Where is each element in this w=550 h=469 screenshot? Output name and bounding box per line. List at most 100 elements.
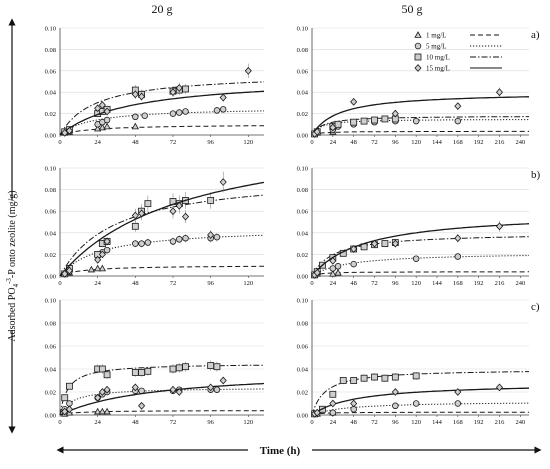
data-point — [371, 116, 378, 124]
y-tick-label: 0.02 — [297, 111, 308, 118]
y-tick-label: 0.10 — [45, 166, 56, 173]
data-point — [182, 234, 189, 242]
x-tick-label: 72 — [170, 139, 177, 146]
data-point — [93, 407, 102, 415]
y-tick-label: 0.08 — [45, 321, 56, 328]
data-point — [65, 266, 73, 275]
data-point — [454, 388, 462, 396]
y-tick-label: 0.08 — [297, 47, 308, 54]
data-point — [350, 377, 358, 384]
data-point — [219, 93, 227, 102]
legend-marker — [414, 53, 422, 61]
data-point — [138, 369, 146, 376]
data-point — [391, 239, 399, 248]
x-tick-label: 0 — [310, 280, 313, 287]
data-point — [176, 236, 183, 243]
data-point — [370, 239, 379, 248]
data-point — [313, 127, 321, 136]
fit-line-1-mg-L — [59, 410, 264, 416]
x-tick-label: 192 — [474, 280, 484, 287]
row-label-c: c) — [531, 301, 540, 313]
y-tick-label: 0.00 — [45, 274, 56, 281]
y-tick-label: 0.04 — [45, 367, 57, 374]
data-point — [391, 373, 399, 381]
data-point — [103, 385, 111, 394]
data-point — [169, 110, 177, 117]
fit-line-15-mg-L — [59, 382, 265, 416]
x-tick-label: 120 — [243, 280, 253, 287]
data-point — [144, 367, 152, 375]
y-tick-label: 0.04 — [297, 90, 309, 97]
fit-line-5-mg-L — [59, 388, 264, 416]
x-tick-label: 48 — [350, 139, 357, 146]
data-point — [495, 88, 504, 97]
data-point — [175, 201, 183, 210]
data-point — [381, 374, 389, 382]
fit-line-15-mg-L — [311, 223, 530, 277]
y-tick-label: 0.10 — [45, 26, 56, 33]
x-tick-label: 192 — [474, 419, 484, 426]
data-point — [65, 126, 73, 135]
data-point — [131, 222, 139, 230]
y-tick-label: 0.06 — [45, 344, 57, 351]
x-tick-label: 120 — [411, 419, 421, 426]
y-tick-label: 0.06 — [297, 344, 309, 351]
data-point — [169, 365, 177, 373]
x-tick-label: 240 — [515, 419, 525, 426]
x-tick-label: 0 — [58, 280, 61, 287]
data-point — [454, 400, 462, 407]
x-tick-label: 24 — [94, 280, 101, 287]
fit-line-1-mg-L — [311, 271, 529, 277]
x-tick-label: 72 — [371, 139, 378, 146]
x-tick-label: 120 — [411, 280, 421, 287]
y-tick-label: 0.00 — [297, 133, 308, 140]
y-tick-label: 0.10 — [297, 26, 308, 33]
x-tick-label: 96 — [392, 280, 399, 287]
data-point — [339, 377, 347, 384]
x-tick-label: 0 — [310, 139, 313, 146]
x-tick-label: 48 — [132, 139, 139, 146]
data-point — [329, 399, 337, 408]
data-point — [138, 209, 146, 218]
x-tick-label: 0 — [58, 139, 61, 146]
panel-a-50g: 0.00 0.02 0.04 0.06 0.08 0.10 0 24 48 72 96 120 144 1… — [297, 26, 529, 146]
data-point — [131, 122, 140, 130]
y-axis-title: Adsorbed PO4-3-P onto zeolite (mg/g) — [5, 18, 20, 434]
x-tick-label: 96 — [207, 139, 214, 146]
data-point — [334, 268, 342, 276]
y-tick-label: 0.02 — [45, 252, 56, 259]
x-tick-label: 120 — [243, 419, 253, 426]
data-point — [391, 388, 399, 396]
data-point — [360, 374, 368, 382]
data-point — [213, 107, 221, 114]
data-point — [103, 407, 111, 415]
data-point — [495, 383, 504, 392]
y-tick-label: 0.02 — [297, 390, 308, 397]
fit-line-10-mg-L — [59, 194, 265, 277]
fit-line-15-mg-L — [311, 96, 529, 136]
panel-b-50g: 0.00 0.02 0.04 0.06 0.08 0.10 0 24 48 72 96 120 144 1… — [297, 166, 530, 287]
x-tick-label: 0 — [310, 419, 313, 426]
y-tick-label: 0.04 — [45, 230, 57, 237]
x-tick-label: 48 — [132, 280, 139, 287]
x-tick-label: 96 — [392, 419, 399, 426]
x-tick-label: 168 — [453, 280, 463, 287]
data-point — [103, 371, 111, 379]
data-point — [381, 115, 389, 123]
data-point — [98, 101, 106, 109]
fit-line-1-mg-L — [59, 265, 264, 277]
x-tick-label: 144 — [432, 139, 443, 146]
data-point — [219, 376, 227, 385]
data-point — [132, 113, 139, 121]
data-point — [98, 365, 106, 373]
data-point — [93, 264, 102, 272]
legend: 1 mg/L 5 mg/L 10 mg/L 15 mg/L — [414, 31, 502, 73]
y-tick-label: 0.10 — [297, 298, 308, 305]
data-point — [350, 245, 358, 253]
y-tick-label: 0.06 — [45, 68, 57, 75]
x-tick-label: 216 — [495, 139, 506, 146]
data-point — [454, 117, 462, 125]
data-point — [391, 109, 399, 118]
data-point — [138, 92, 146, 101]
